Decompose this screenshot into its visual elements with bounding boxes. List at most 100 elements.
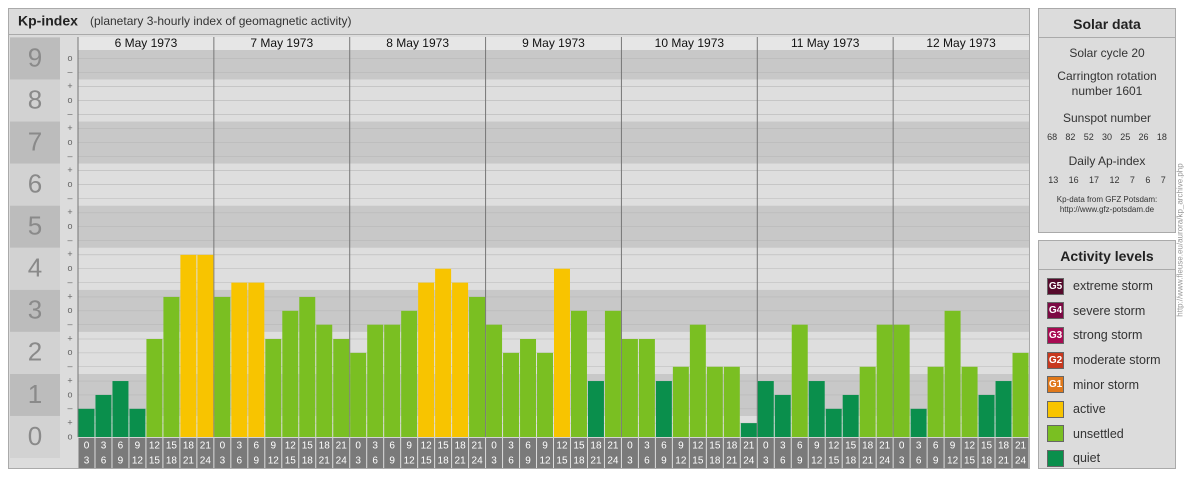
minor-tick-label: o: [67, 95, 72, 105]
hour-cell: [995, 438, 1012, 468]
hour-cell: [537, 438, 553, 468]
hour-cell: [978, 438, 995, 468]
bar: [537, 352, 553, 437]
y-tick-label: 8: [28, 84, 42, 114]
hour-cell: [112, 438, 129, 468]
bar: [961, 366, 978, 437]
hour-to: 6: [237, 456, 243, 467]
ap-title: Daily Ap-index: [1068, 154, 1146, 168]
sunspot-value: 82: [1065, 132, 1076, 142]
bar: [723, 366, 740, 437]
hour-cell: [350, 438, 367, 468]
solar-cycle: Solar cycle 20: [1069, 46, 1145, 60]
ap-value: 13: [1048, 175, 1059, 185]
level-row: G4 severe storm: [1039, 299, 1175, 324]
carrington: Carrington rotation number 1601: [1057, 69, 1157, 98]
minor-tick-label: –: [67, 277, 72, 287]
minor-tick-label: o: [67, 347, 72, 357]
day-label: 8 May 1973: [386, 36, 449, 50]
hour-cell: [689, 438, 706, 468]
panel-title: Solar data: [1039, 9, 1175, 38]
hour-to: 6: [101, 456, 107, 467]
ap-value: 6: [1145, 175, 1151, 185]
hour-to: 24: [1015, 456, 1027, 467]
y-band-label-bg: [10, 121, 60, 164]
bar: [316, 324, 333, 437]
hour-to: 24: [336, 456, 348, 467]
hour-to: 6: [780, 456, 786, 467]
minor-tick-label: +: [67, 165, 72, 175]
minor-tick-label: o: [67, 389, 72, 399]
hour-from: 9: [678, 441, 684, 452]
hour-to: 15: [149, 456, 161, 467]
hour-from: 21: [472, 441, 484, 452]
hour-cell: [452, 438, 469, 468]
hour-cell: [78, 438, 95, 468]
y-tick-label: 5: [28, 211, 42, 241]
bar: [706, 366, 723, 437]
level-label: active: [1073, 402, 1106, 417]
bar: [78, 408, 95, 437]
hour-cell: [672, 438, 689, 468]
ap-value: 7: [1160, 175, 1166, 185]
hour-to: 24: [472, 456, 484, 467]
hour-from: 0: [627, 441, 633, 452]
hour-from: 21: [879, 441, 891, 452]
bar: [859, 366, 876, 437]
hour-to: 3: [355, 456, 361, 467]
bar: [350, 352, 367, 437]
hour-from: 6: [525, 441, 531, 452]
hour-cell: [961, 438, 978, 468]
hour-from: 9: [271, 441, 277, 452]
source: Kp-data from GFZ Potsdam:: [1056, 195, 1158, 204]
day-label: 7 May 1973: [250, 36, 313, 50]
y-band-label-bg: [10, 331, 60, 374]
plot-band: [78, 50, 1029, 80]
bar: [910, 408, 927, 437]
hour-to: 18: [573, 456, 585, 467]
hour-cell: [554, 438, 570, 468]
hour-from: 9: [950, 441, 956, 452]
bar: [503, 352, 520, 437]
y-tick-label: 2: [28, 337, 42, 367]
hour-to: 18: [981, 456, 993, 467]
hour-cell: [944, 438, 961, 468]
ap-value: 12: [1109, 175, 1120, 185]
chart-subtitle: (planetary 3-hourly index of geomagnetic…: [90, 14, 351, 28]
ap-value: 16: [1068, 175, 1079, 185]
minor-tick-label: –: [67, 151, 72, 161]
hour-from: 15: [573, 441, 585, 452]
hour-to: 15: [285, 456, 297, 467]
y-band-label-bg: [10, 373, 60, 416]
bar: [163, 296, 180, 437]
minor-tick-label: o: [67, 305, 72, 315]
hour-from: 15: [709, 441, 721, 452]
hour-to: 21: [183, 456, 195, 467]
hour-from: 18: [183, 441, 195, 452]
hour-cell: [604, 438, 621, 468]
hour-from: 21: [607, 441, 619, 452]
hour-to: 24: [200, 456, 212, 467]
hour-cell: [163, 438, 180, 468]
hour-from: 3: [372, 441, 378, 452]
minor-tick-label: –: [67, 403, 72, 413]
hour-from: 0: [763, 441, 769, 452]
level-row: G3 strong storm: [1039, 323, 1175, 348]
hour-cell: [231, 438, 248, 468]
bar: [995, 381, 1012, 437]
hour-cell: [791, 438, 808, 468]
hour-cell: [299, 438, 316, 468]
level-label: minor storm: [1073, 377, 1139, 392]
level-row: G5 extreme storm: [1039, 274, 1175, 299]
minor-tick-label: –: [67, 319, 72, 329]
credit-text: http://www.fleuse.eu/aurora/kp_archive.p…: [1175, 163, 1184, 317]
hour-to: 12: [268, 456, 280, 467]
bar: [129, 408, 146, 437]
y-tick-label: 7: [28, 126, 42, 156]
hour-from: 18: [998, 441, 1010, 452]
bar: [299, 296, 316, 437]
hour-to: 12: [675, 456, 687, 467]
hour-from: 12: [421, 441, 433, 452]
minor-tick-label: –: [67, 67, 72, 77]
